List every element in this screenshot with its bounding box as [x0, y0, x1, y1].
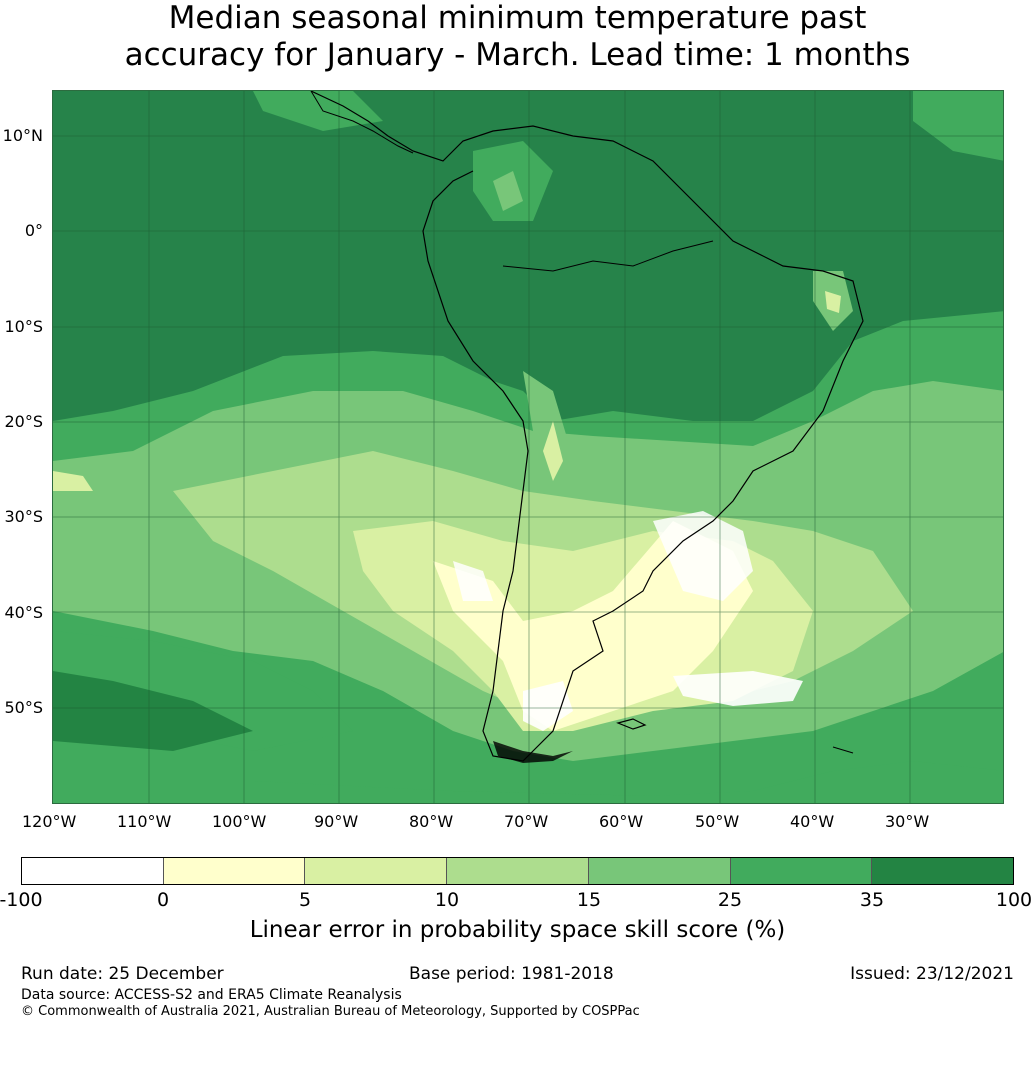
- lon-label-60w: 60°W: [599, 812, 644, 831]
- lon-label-120w: 120°W: [22, 812, 77, 831]
- falkland-islands: [616, 718, 647, 730]
- skill-score-map: [52, 90, 1004, 804]
- title-line-1: Median seasonal minimum temperature past: [168, 0, 867, 36]
- colorbar-segment: [305, 858, 448, 884]
- lat-label-40s: 40°S: [4, 603, 43, 622]
- lon-label-110w: 110°W: [117, 812, 172, 831]
- colorbar-segment: [588, 858, 731, 884]
- colorbar-tick: 10: [434, 889, 460, 911]
- lon-label-70w: 70°W: [504, 812, 549, 831]
- south-georgia: [832, 746, 854, 754]
- lon-label-100w: 100°W: [212, 812, 267, 831]
- issued-date: Issued: 23/12/2021: [850, 964, 1014, 984]
- lat-label-0: 0°: [24, 221, 43, 240]
- colorbar-tick: 0: [156, 889, 170, 911]
- lat-label-20s: 20°S: [4, 412, 43, 431]
- lon-label-80w: 80°W: [409, 812, 454, 831]
- title-line-2: accuracy for January - March. Lead time:…: [124, 37, 911, 73]
- lon-label-40w: 40°W: [790, 812, 835, 831]
- lat-label-50s: 50°S: [4, 698, 43, 717]
- lon-label-30w: 30°W: [885, 812, 930, 831]
- central-america-coast: [310, 91, 414, 154]
- colorbar-tick: 35: [859, 889, 885, 911]
- map-canvas: [53, 91, 1003, 803]
- tierra-del-fuego: [493, 741, 573, 763]
- coastline: [310, 91, 864, 762]
- amazon-river: [502, 240, 714, 272]
- copyright: © Commonwealth of Australia 2021, Austra…: [21, 1004, 640, 1019]
- colorbar: [21, 857, 1014, 885]
- skill-field: [53, 91, 1003, 803]
- lat-label-10s: 10°S: [4, 317, 43, 336]
- colorbar-tick: 25: [717, 889, 743, 911]
- run-date: Run date: 25 December: [21, 964, 224, 984]
- colorbar-tick: 5: [298, 889, 312, 911]
- colorbar-segment: [447, 858, 589, 884]
- colorbar-segment: [872, 858, 1014, 884]
- colorbar-segment: [730, 858, 873, 884]
- lon-label-90w: 90°W: [314, 812, 359, 831]
- colorbar-segment: [163, 858, 306, 884]
- base-period: Base period: 1981-2018: [409, 964, 614, 984]
- colorbar-tick: -100: [0, 889, 43, 911]
- lat-label-10n: 10°N: [2, 126, 43, 145]
- data-source: Data source: ACCESS-S2 and ERA5 Climate …: [21, 987, 402, 1003]
- colorbar-segment: [22, 858, 164, 884]
- colorbar-label: Linear error in probability space skill …: [249, 917, 786, 943]
- chart-title: Median seasonal minimum temperature past…: [0, 0, 1035, 74]
- colorbar-tick: 15: [576, 889, 602, 911]
- graticule: [53, 91, 1003, 803]
- colorbar-tick: 100: [995, 889, 1033, 911]
- lat-label-30s: 30°S: [4, 507, 43, 526]
- lon-label-50w: 50°W: [695, 812, 740, 831]
